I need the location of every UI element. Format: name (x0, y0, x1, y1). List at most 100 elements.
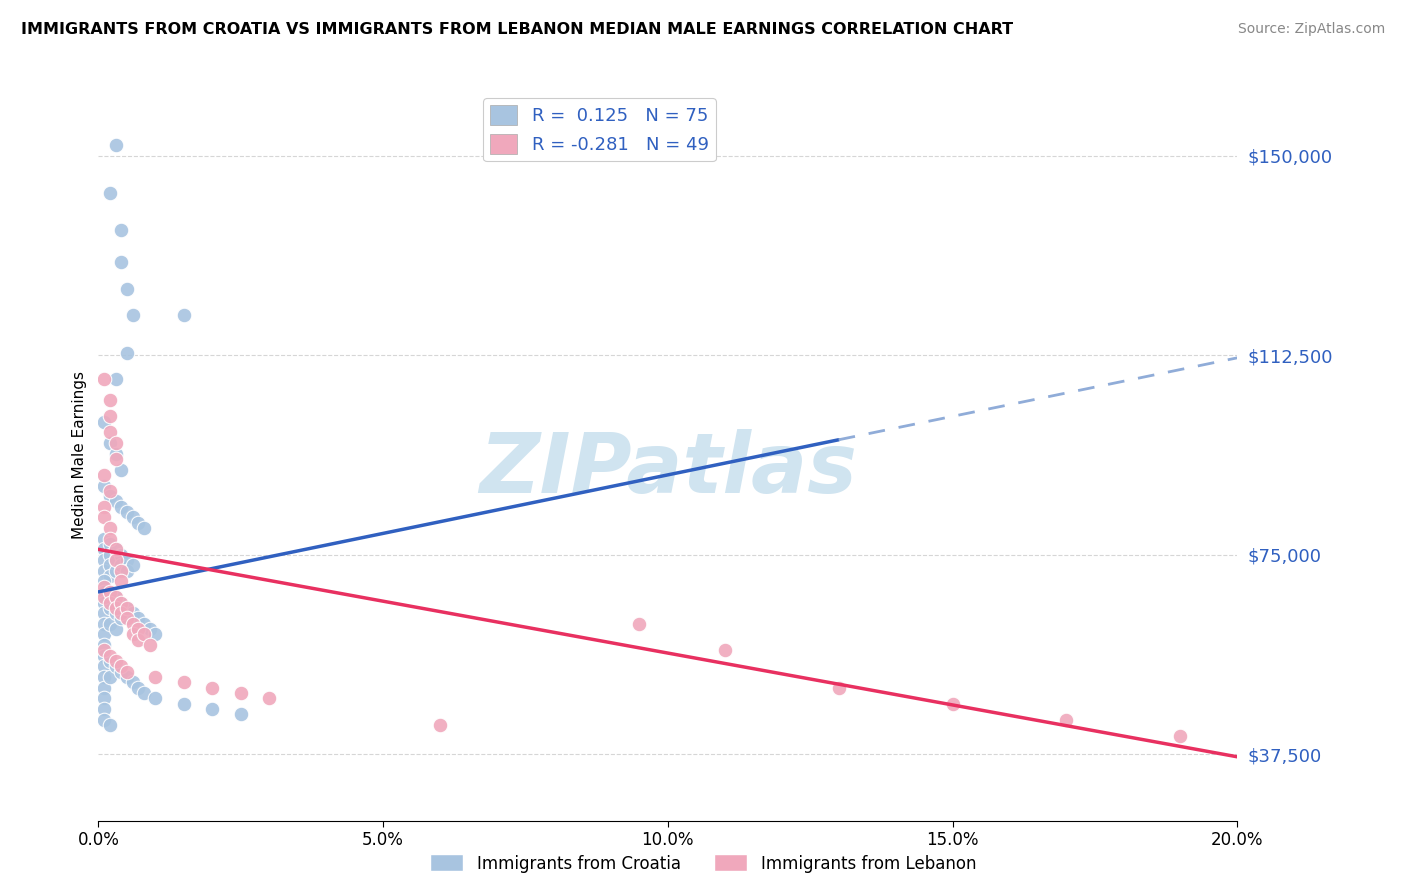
Point (104, 494, 127, 508)
Point (93, 510, 115, 524)
Point (110, 595, 132, 609)
Point (229, 707, 252, 722)
Point (104, 553, 127, 567)
Point (115, 553, 138, 567)
Point (104, 600, 127, 615)
Point (93, 500, 115, 514)
Point (98, 425, 121, 440)
Point (93, 691, 115, 706)
Point (121, 675, 143, 690)
Point (173, 308, 195, 322)
Point (93, 681, 115, 695)
Point (145, 691, 167, 706)
Point (145, 627, 167, 641)
Point (104, 447, 127, 461)
Point (93, 670, 115, 684)
Point (93, 478, 115, 492)
Point (93, 415, 115, 429)
Point (104, 591, 127, 605)
Point (104, 622, 127, 636)
Point (93, 595, 115, 609)
Point (110, 558, 132, 573)
Point (127, 516, 149, 530)
Legend: R =  0.125   N = 75, R = -0.281   N = 49: R = 0.125 N = 75, R = -0.281 N = 49 (484, 98, 716, 161)
Point (115, 345, 138, 359)
Point (110, 611, 132, 625)
Text: Source: ZipAtlas.com: Source: ZipAtlas.com (1237, 22, 1385, 37)
Point (93, 638, 115, 652)
Point (93, 564, 115, 578)
Point (104, 436, 127, 450)
Point (127, 681, 149, 695)
Point (104, 372, 127, 386)
Point (115, 670, 138, 684)
Point (104, 564, 127, 578)
Point (104, 451, 127, 466)
Point (115, 505, 138, 519)
Point (98, 521, 121, 535)
Point (98, 548, 121, 562)
Point (115, 600, 138, 615)
Point (98, 670, 121, 684)
Point (110, 606, 132, 620)
Point (173, 697, 195, 711)
Point (121, 510, 143, 524)
Text: ZIPatlas: ZIPatlas (479, 429, 856, 510)
Point (93, 627, 115, 641)
Point (121, 627, 143, 641)
Point (110, 574, 132, 589)
Y-axis label: Median Male Earnings: Median Male Earnings (72, 371, 87, 539)
Point (93, 713, 115, 727)
Point (98, 569, 121, 583)
Point (132, 686, 155, 700)
Point (98, 600, 121, 615)
Point (93, 467, 115, 482)
Point (1170, 729, 1192, 743)
Point (98, 537, 121, 551)
Point (93, 606, 115, 620)
Point (98, 558, 121, 573)
Point (98, 393, 121, 408)
Point (98, 654, 121, 668)
Point (201, 702, 224, 716)
Point (98, 718, 121, 732)
Point (110, 595, 132, 609)
Point (115, 600, 138, 615)
Point (110, 665, 132, 679)
Legend: Immigrants from Croatia, Immigrants from Lebanon: Immigrants from Croatia, Immigrants from… (423, 847, 983, 880)
Point (828, 681, 851, 695)
Point (98, 532, 121, 546)
Point (110, 500, 132, 514)
Point (173, 675, 195, 690)
Point (110, 659, 132, 673)
Point (110, 462, 132, 476)
Point (93, 532, 115, 546)
Point (201, 681, 224, 695)
Point (138, 622, 160, 636)
Point (121, 308, 143, 322)
Point (104, 138, 127, 153)
Point (145, 670, 167, 684)
Point (259, 691, 281, 706)
Point (110, 564, 132, 578)
Point (104, 659, 127, 673)
Point (132, 627, 155, 641)
Point (127, 632, 149, 647)
Point (93, 553, 115, 567)
Point (229, 686, 252, 700)
Point (104, 591, 127, 605)
Point (98, 595, 121, 609)
Point (98, 585, 121, 599)
Point (93, 616, 115, 631)
Text: IMMIGRANTS FROM CROATIA VS IMMIGRANTS FROM LEBANON MEDIAN MALE EARNINGS CORRELAT: IMMIGRANTS FROM CROATIA VS IMMIGRANTS FR… (21, 22, 1014, 37)
Point (121, 558, 143, 573)
Point (98, 186, 121, 200)
Point (110, 548, 132, 562)
Point (628, 616, 651, 631)
Point (115, 665, 138, 679)
Point (93, 591, 115, 605)
Point (127, 611, 149, 625)
Point (93, 372, 115, 386)
Point (104, 542, 127, 557)
Point (93, 643, 115, 657)
